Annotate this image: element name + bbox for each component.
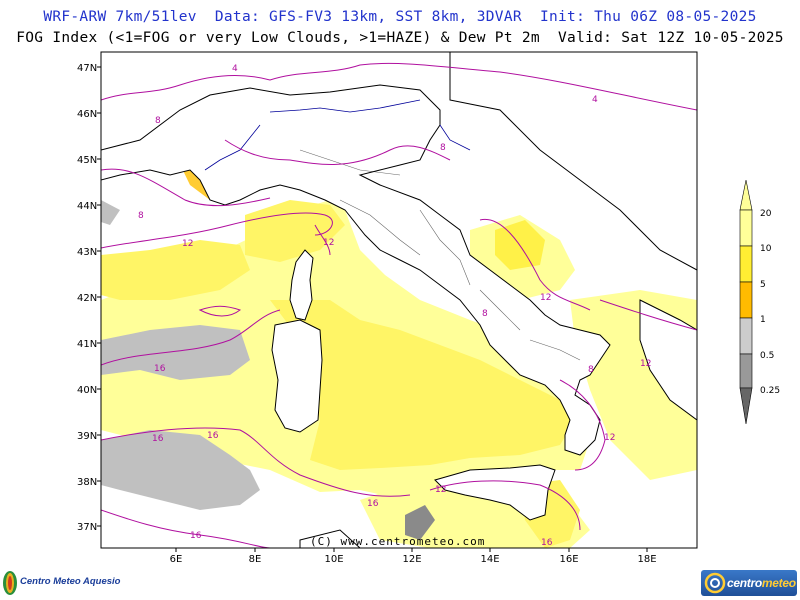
- contour-16-south: [101, 427, 411, 497]
- fog-index-field: 4 4 8 8 8 8 8 12 12 12 12 12 12 16 16 16…: [101, 52, 697, 548]
- colorbar-segment: [739, 353, 753, 389]
- country-borders: [204, 99, 471, 171]
- contour-12-corsica: [314, 224, 331, 256]
- colorbar-label: 1: [760, 315, 766, 325]
- land-areas: [101, 52, 697, 548]
- longitude-label: 12E: [402, 554, 421, 565]
- latitude-label: 44N: [77, 201, 97, 212]
- contour-12-ligurian: [101, 212, 333, 249]
- contour-label: 12: [323, 238, 334, 248]
- colorbar-label: 0.5: [760, 351, 774, 361]
- colorbar-label: 5: [760, 280, 766, 290]
- contour-8-alps: [224, 139, 451, 165]
- sicily: [434, 464, 556, 521]
- haze-area-ligurian: [245, 200, 345, 262]
- haze-area-tyrrhenian-core: [270, 300, 575, 470]
- croatia-coast: [449, 52, 697, 271]
- contour-label: 12: [640, 359, 651, 369]
- latitude-label: 38N: [77, 477, 97, 488]
- contour-12-calabria: [559, 379, 606, 471]
- logo-right-accent: meteo: [761, 576, 796, 590]
- longitude-label: 14E: [480, 554, 499, 565]
- colorbar-label: 0.25: [760, 386, 780, 396]
- colorbar-top-arrow: [739, 179, 753, 211]
- longitude-axis: 6E 8E 10E 12E 14E 16E 18E: [170, 548, 657, 565]
- fog-patch-south-sicily: [405, 505, 435, 540]
- latitude-axis: 47N 46N 45N 44N 43N 42N 41N 40N 39N 38N …: [77, 63, 101, 533]
- fog-patch-southwest: [101, 430, 260, 510]
- longitude-label: 16E: [559, 554, 578, 565]
- contour-label: 8: [138, 211, 144, 221]
- contour-12-adriatic: [479, 218, 591, 311]
- fog-patch-north-sea: [101, 200, 120, 225]
- contour-label: 16: [367, 499, 379, 509]
- colorbar-bottom-arrow: [739, 387, 753, 425]
- colorbar-segment: [739, 209, 753, 247]
- map-credit: (C) www.centrometeo.com: [310, 535, 485, 548]
- map-title-line-2: FOG Index (<1=FOG or very Low Clouds, >1…: [16, 30, 784, 46]
- contour-labels: 4 4 8 8 8 8 8 12 12 12 12 12 12 16 16 16…: [138, 64, 651, 548]
- contour-label: 16: [207, 431, 219, 441]
- logo-right-label: centrometeo: [727, 576, 796, 590]
- contour-8-north: [101, 168, 271, 207]
- contour-16-west: [101, 309, 281, 366]
- contour-label: 16: [541, 538, 553, 548]
- colorbar-label: 20: [760, 209, 772, 219]
- region-borders: [299, 149, 581, 361]
- dew-point-contours: [101, 62, 697, 548]
- contour-12-sicily: [429, 480, 581, 531]
- latitude-label: 37N: [77, 522, 97, 533]
- corsica: [289, 249, 314, 321]
- latitude-label: 47N: [77, 63, 97, 74]
- contour-label: 16: [154, 364, 166, 374]
- latitude-label: 39N: [77, 431, 97, 442]
- contour-label: 8: [440, 143, 446, 153]
- tunisia: [299, 529, 361, 548]
- longitude-label: 10E: [324, 554, 343, 565]
- colorbar-segment: [739, 245, 753, 283]
- longitude-label: 6E: [170, 554, 183, 565]
- contour-label: 4: [232, 64, 238, 74]
- map-title-line-1: WRF-ARW 7km/51lev Data: GFS-FV3 13km, SS…: [43, 9, 757, 25]
- logo-right-main: centro: [727, 576, 762, 590]
- centrometeo-logo[interactable]: centrometeo: [701, 570, 797, 596]
- sardinia: [271, 319, 323, 433]
- contour-label: 12: [604, 433, 615, 443]
- contour-label: 4: [592, 95, 598, 105]
- contour-label: 16: [152, 434, 164, 444]
- contour-label: 8: [155, 116, 161, 126]
- contour-label: 8: [482, 309, 488, 319]
- contour-label: 16: [190, 531, 202, 541]
- map-frame: [100, 51, 698, 549]
- colorbar-segment: [739, 281, 753, 319]
- logo-left-label: Centro Meteo Aquesio: [20, 576, 121, 587]
- globe-icon: [3, 571, 17, 595]
- contour-label: 12: [182, 239, 193, 249]
- centro-meteo-aquesio-logo[interactable]: Centro Meteo Aquesio: [2, 569, 120, 597]
- contour-4: [101, 62, 697, 111]
- contour-16-ionian: [599, 299, 697, 331]
- contour-label: 12: [540, 293, 551, 303]
- colorbar-segment: [739, 317, 753, 355]
- latitude-label: 42N: [77, 293, 97, 304]
- latitude-label: 43N: [77, 247, 97, 258]
- contour-label: 12: [435, 485, 446, 495]
- contour-label: 8: [588, 365, 594, 375]
- swirl-icon: [704, 572, 726, 594]
- longitude-label: 8E: [249, 554, 262, 565]
- colorbar-label: 10: [760, 244, 772, 254]
- fog-index-colorbar: 20 10 5 1 0.5 0.25: [739, 179, 780, 425]
- latitude-label: 45N: [77, 155, 97, 166]
- fog-patch-west: [101, 325, 250, 380]
- latitude-label: 46N: [77, 109, 97, 120]
- contour-16-southwest: [101, 509, 271, 548]
- longitude-label: 18E: [637, 554, 656, 565]
- albania-greece: [639, 299, 697, 421]
- latitude-label: 40N: [77, 385, 97, 396]
- contour-8-sardinia: [198, 305, 242, 317]
- haze-area-west: [101, 240, 250, 300]
- latitude-label: 41N: [77, 339, 97, 350]
